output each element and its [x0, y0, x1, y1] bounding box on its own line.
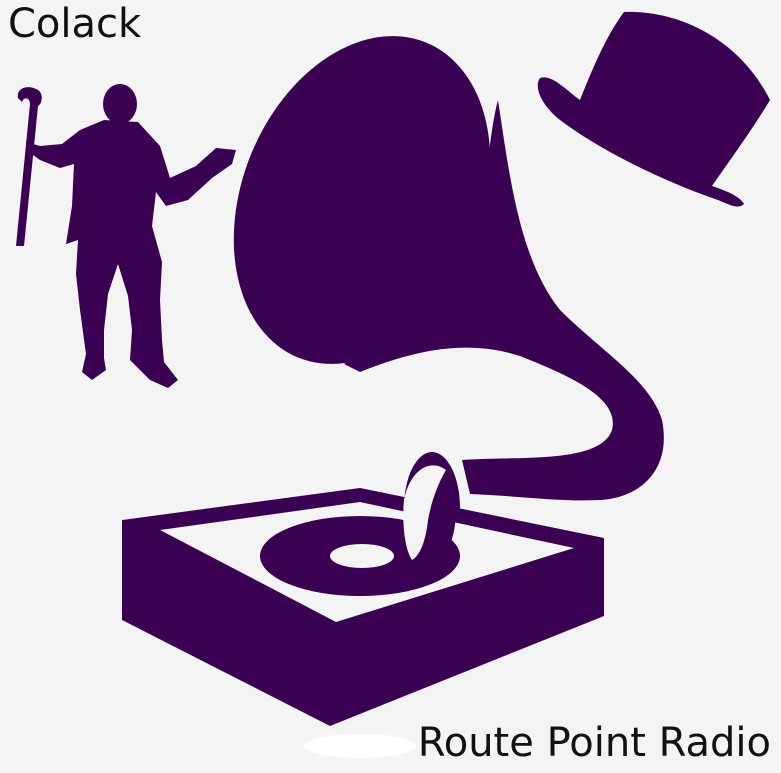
top-hat-icon	[537, 11, 770, 207]
dancer-with-cane-icon	[16, 84, 236, 388]
artist-label: Colack	[8, 1, 142, 47]
smudge	[304, 734, 416, 758]
gramophone-icon	[122, 36, 664, 726]
title-label: Route Point Radio	[417, 720, 771, 766]
